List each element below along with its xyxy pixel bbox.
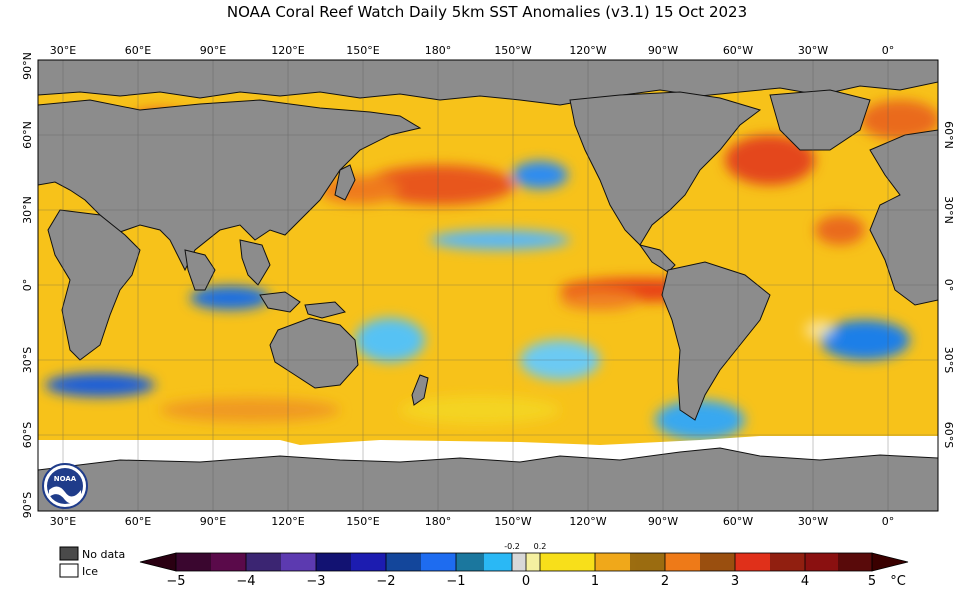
colorbar-tick-label: 4	[801, 574, 809, 589]
lon-label-bottom: 90°E	[200, 515, 226, 528]
top-longitude-labels: 30°E 60°E 90°E 120°E 150°E 180° 150°W 12…	[50, 44, 894, 57]
new-zealand-landmass	[411, 374, 429, 406]
lon-label-top: 30°E	[50, 44, 76, 57]
europe-africa-east-landmass	[869, 129, 938, 306]
colorbar-max-arrow	[871, 552, 909, 572]
lat-label-left: 60°S	[21, 422, 34, 448]
lat-label-right: 60°N	[942, 121, 955, 149]
lat-label-left: 90°N	[21, 52, 34, 80]
lon-label-bottom: 90°W	[648, 515, 678, 528]
colorbar-steps	[176, 553, 872, 571]
colorbar-small-label: 0.2	[534, 542, 547, 551]
lon-label-top: 180°	[425, 44, 452, 57]
colorbar-tick-label: 3	[731, 574, 739, 589]
colorbar-tick-label: 5	[868, 574, 876, 589]
colorbar-tick-label: −4	[236, 574, 255, 589]
lon-label-bottom: 150°W	[494, 515, 531, 528]
lon-label-bottom: 150°E	[346, 515, 379, 528]
lat-label-left: 60°N	[21, 121, 34, 149]
lat-label-right: 60°S	[942, 422, 955, 448]
lon-label-top: 60°W	[723, 44, 753, 57]
arctic-land	[38, 60, 938, 106]
graticule	[38, 60, 938, 511]
colorbar-tick-label: −3	[306, 574, 325, 589]
colorbar-ticks	[245, 553, 806, 571]
japan-landmass	[334, 164, 356, 201]
central-america-landmass	[638, 244, 676, 273]
colorbar-tick-label: 2	[661, 574, 669, 589]
lon-label-top: 60°E	[125, 44, 151, 57]
lat-label-left: 90°S	[21, 492, 34, 518]
noaa-logo-disc	[47, 468, 83, 504]
no-data-ice-legend: No data Ice	[59, 546, 125, 578]
lon-label-top: 90°E	[200, 44, 226, 57]
lon-label-bottom: 60°E	[125, 515, 151, 528]
australia-landmass	[269, 317, 359, 389]
lon-label-top: 120°W	[569, 44, 606, 57]
north-america-landmass	[569, 91, 762, 246]
colorbar: −5 −4 −3 −2 −1 0 1 2 3 4 5 -0.2 0.2 °C	[139, 542, 909, 589]
lat-label-right: 30°S	[942, 347, 955, 373]
colorbar-frame	[175, 552, 873, 572]
colorbar-small-label: -0.2	[504, 542, 520, 551]
colorbar-tick-label: −1	[446, 574, 465, 589]
noaa-logo-wave	[49, 486, 81, 504]
lon-label-bottom: 120°E	[271, 515, 304, 528]
noaa-logo: NOAA	[42, 463, 88, 509]
lon-label-top: 150°W	[494, 44, 531, 57]
colorbar-unit-label: °C	[890, 574, 906, 589]
map-title: NOAA Coral Reef Watch Daily 5km SST Anom…	[226, 3, 748, 21]
lat-label-left: 30°N	[21, 196, 34, 224]
no-data-label: No data	[82, 548, 125, 561]
lon-label-top: 0°	[882, 44, 895, 57]
left-latitude-labels: 90°N 60°N 30°N 0° 30°S 60°S 90°S	[21, 52, 34, 518]
antarctica-landmass	[38, 447, 938, 511]
land-masses	[38, 60, 938, 511]
lon-label-bottom: 30°W	[798, 515, 828, 528]
new-guinea-landmass	[304, 301, 346, 319]
colorbar-tick-label: 1	[591, 574, 599, 589]
map-panel	[37, 59, 939, 512]
noaa-logo-text: NOAA	[54, 475, 77, 483]
colorbar-min-arrow	[139, 552, 177, 572]
colorbar-tick-label: −5	[166, 574, 185, 589]
lon-label-top: 30°W	[798, 44, 828, 57]
lon-label-bottom: 180°	[425, 515, 452, 528]
south-america-landmass	[661, 261, 771, 421]
lat-label-left: 0°	[21, 279, 34, 292]
lon-label-bottom: 30°E	[50, 515, 76, 528]
indonesia-landmass	[259, 291, 301, 313]
lat-label-right: 0°	[942, 279, 955, 292]
lon-label-bottom: 120°W	[569, 515, 606, 528]
lon-label-top: 90°W	[648, 44, 678, 57]
lat-label-left: 30°S	[21, 347, 34, 373]
ice-swatch	[59, 563, 79, 578]
no-data-swatch	[59, 546, 79, 561]
colorbar-tick-label: 0	[522, 574, 530, 589]
bottom-longitude-labels: 30°E 60°E 90°E 120°E 150°E 180° 150°W 12…	[50, 515, 894, 528]
lon-label-bottom: 0°	[882, 515, 895, 528]
lat-label-right: 30°N	[942, 196, 955, 224]
ice-label: Ice	[82, 565, 98, 578]
right-latitude-labels: 60°N 30°N 0° 30°S 60°S	[942, 121, 955, 448]
lon-label-top: 120°E	[271, 44, 304, 57]
lon-label-top: 150°E	[346, 44, 379, 57]
map-frame	[37, 59, 939, 512]
india-landmass	[184, 249, 216, 291]
lon-label-bottom: 60°W	[723, 515, 753, 528]
colorbar-tick-label: −2	[376, 574, 395, 589]
colorbar-segments	[176, 553, 872, 571]
